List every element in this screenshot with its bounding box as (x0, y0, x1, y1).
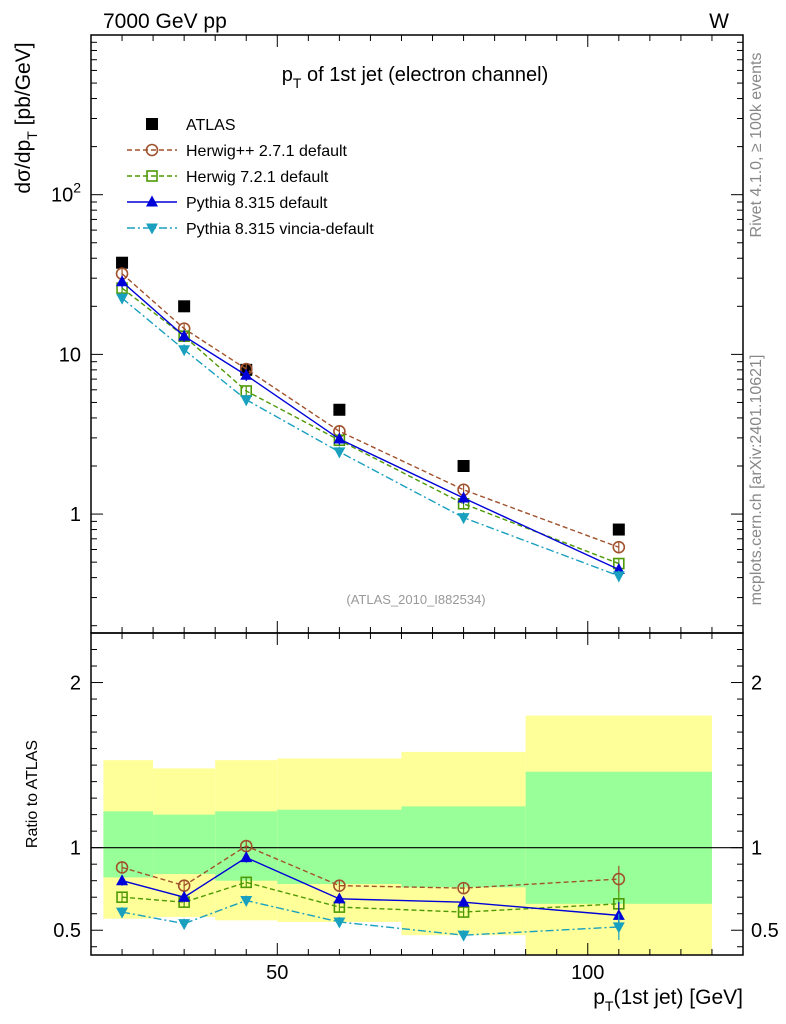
data-point (457, 491, 470, 503)
data-point (333, 447, 346, 459)
series-pythia-8-315-vincia-default (116, 292, 625, 583)
series-herwig-2-7-1-default (115, 267, 626, 554)
ratio-y-tick-label: 1 (70, 838, 81, 860)
process-label: W (709, 10, 729, 33)
ratio-plot-frame (90, 632, 744, 956)
legend: ATLAS Herwig++ 2.7.1 default Herwig 7.2.1 … (127, 117, 374, 238)
uncertainty-band-green (277, 809, 402, 884)
data-point (178, 345, 191, 357)
ratio-y-tick-label-right: 1 (751, 838, 762, 860)
series-line-pythia-8-315-vincia-default (121, 297, 620, 577)
data-point (457, 513, 470, 525)
series-atlas (116, 256, 625, 536)
ratio-y-tick-label: 2 (70, 673, 81, 695)
series-line-herwig-2-7-1-default (121, 273, 620, 548)
ratio-point (612, 922, 625, 934)
series-line-herwig-7-2-1-default (121, 287, 620, 565)
series-pythia-8-315-default (116, 275, 625, 576)
ratio-point (333, 917, 346, 929)
y-tick-label: 10 (59, 344, 81, 366)
ratio-point (116, 907, 129, 919)
legend-marker (145, 143, 159, 157)
legend-marker (146, 223, 158, 235)
legend-entry-atlas: ATLAS (146, 117, 236, 134)
y-tick-label: 1 (70, 504, 81, 526)
mcplots-label: mcplots.cern.ch [arXiv:2401.10621] (748, 355, 765, 606)
uncertainty-band-green (153, 814, 216, 875)
ratio-line-herwig-2-7-1-default (121, 845, 619, 889)
legend-label: ATLAS (186, 117, 236, 134)
ratio-point (178, 890, 191, 902)
ratio-point (333, 892, 346, 904)
data-point (116, 256, 129, 269)
ratio-line-pythia-8-315-default (121, 856, 619, 917)
ratio-point (115, 861, 129, 874)
ratio-point (178, 919, 191, 931)
data-point (178, 329, 191, 341)
data-point (116, 275, 129, 287)
data-point (240, 368, 253, 380)
x-axis-label: pT(1st jet) [GeV] (593, 986, 743, 1014)
data-point (612, 562, 625, 574)
series-herwig-7-2-1-default (116, 282, 625, 570)
y-tick-label: 102 (51, 180, 81, 207)
legend-entry-pythia-8-315-default: Pythia 8.315 default (127, 195, 328, 212)
data-point (240, 395, 253, 407)
legend-marker (146, 118, 158, 130)
ratio-y-tick-label-right: 2 (751, 673, 762, 695)
ratio-point (240, 896, 253, 908)
ratio-point (457, 895, 470, 907)
data-point (178, 300, 191, 313)
legend-entry-pythia-8-315-vincia-default: Pythia 8.315 vincia-default (127, 221, 374, 238)
data-point (612, 540, 626, 554)
uncertainty-band-green (401, 806, 526, 888)
ratio-point (612, 872, 626, 886)
ratio-y-tick-label: 0.5 (53, 920, 81, 942)
uncertainty-band-green (103, 811, 154, 878)
series-line-pythia-8-315-default (121, 281, 620, 571)
ratio-y-label: Ratio to ATLAS (24, 740, 41, 848)
ratio-point (240, 851, 253, 863)
legend-label: Herwig 7.2.1 default (186, 169, 329, 186)
ratio-plot-panel: 0.5 0.5 1 1 2 2 50 100 Ratio to ATLAS pT(1st je… (24, 632, 779, 1014)
legend-label: Pythia 8.315 default (186, 195, 328, 212)
ratio-line-herwig-7-2-1-default (121, 881, 619, 913)
ratio-point (333, 879, 346, 892)
analysis-id: (ATLAS_2010_I882534) (346, 592, 485, 607)
data-point (333, 403, 346, 416)
y-axis-label: dσ/dpT [pb/GeV] (12, 42, 40, 193)
x-tick-label: 100 (571, 962, 604, 984)
ratio-point (116, 891, 128, 904)
main-title: pT of 1st jet (electron channel) (282, 64, 548, 91)
data-point (612, 523, 625, 536)
energy-label: 7000 GeV pp (103, 10, 227, 33)
data-point (333, 432, 346, 444)
data-point (116, 293, 129, 305)
rivet-label: Rivet 4.1.0, ≥ 100k events (748, 53, 765, 238)
legend-entry-herwig-2-7-1-default: Herwig++ 2.7.1 default (127, 143, 348, 160)
ratio-series-herwig-2-7-1-default (115, 839, 626, 895)
ratio-point (457, 881, 470, 895)
ratio-series-pythia-8-315-vincia-default (116, 895, 625, 942)
ratio-point (240, 876, 253, 889)
legend-marker (146, 170, 158, 182)
data-point (612, 571, 625, 583)
ratio-point (457, 930, 470, 942)
legend-label: Herwig++ 2.7.1 default (186, 143, 348, 160)
legend-label: Pythia 8.315 vincia-default (186, 221, 374, 238)
legend-marker (146, 195, 158, 207)
ratio-line-pythia-8-315-vincia-default (121, 899, 619, 936)
x-tick-label: 50 (266, 962, 288, 984)
ratio-y-tick-label-right: 0.5 (751, 920, 779, 942)
ratio-point (116, 874, 129, 886)
ratio-series-pythia-8-315-default (116, 851, 625, 929)
data-point (457, 460, 470, 473)
legend-entry-herwig-7-2-1-default: Herwig 7.2.1 default (127, 169, 329, 186)
